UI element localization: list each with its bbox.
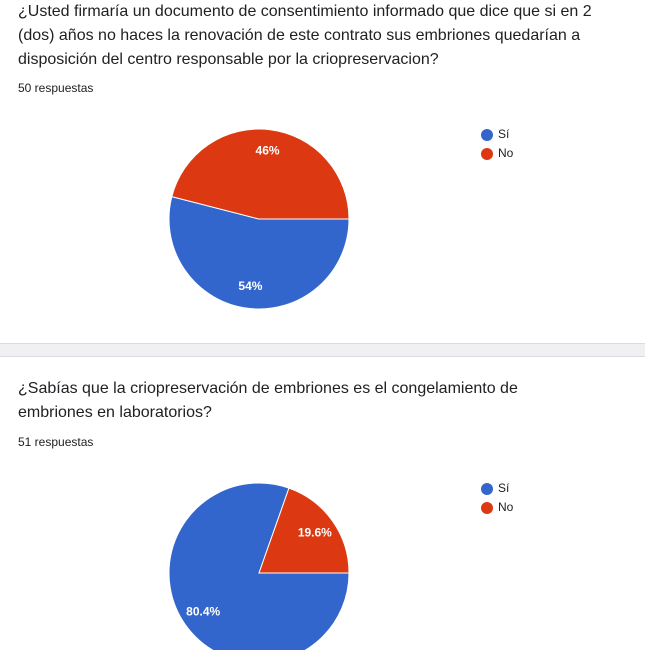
legend-marker <box>481 483 493 495</box>
slice-label: 80.4% <box>186 605 220 619</box>
legend-marker <box>481 502 493 514</box>
separator <box>0 343 645 357</box>
legend-label: No <box>498 500 514 514</box>
legend-marker <box>481 148 493 160</box>
response-count: 51 respuestas <box>18 435 94 449</box>
slice-label: 46% <box>256 143 280 157</box>
legend-label: Sí <box>498 127 510 141</box>
pie-slice <box>258 487 350 574</box>
pie-slice <box>168 482 350 650</box>
pie-slice <box>168 196 350 310</box>
legend-label: Sí <box>498 481 510 495</box>
pie-slice <box>171 128 350 220</box>
slice-label: 19.6% <box>298 526 332 540</box>
response-count: 50 respuestas <box>18 81 94 95</box>
question-title: ¿Usted firmaría un documento de consenti… <box>18 3 592 68</box>
question-title: ¿Sabías que la criopreservación de embri… <box>18 380 518 421</box>
legend-label: No <box>498 146 514 160</box>
slice-label: 54% <box>238 279 262 293</box>
legend-marker <box>481 129 493 141</box>
